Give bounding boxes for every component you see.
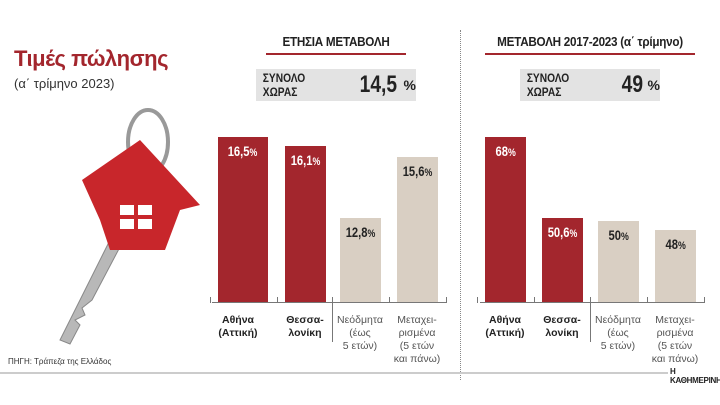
group-separator <box>332 302 333 342</box>
category-label: Μεταχει-ρισμένα (5 ετών και πάνω) <box>387 314 447 366</box>
infographic-title: Τιμές πώλησης <box>14 46 169 71</box>
axis-tick <box>590 297 591 303</box>
category-label-line: 5 ετών) <box>600 340 636 352</box>
country-total-box: ΣΥΝΟΛΟ ΧΩΡΑΣ 49% <box>520 69 660 101</box>
bar-unit: % <box>367 228 376 240</box>
bar-value-label: 12,8% <box>346 224 376 302</box>
bar: 15,6% <box>397 157 438 302</box>
bar-value-label: 48% <box>665 236 685 302</box>
axis-tick <box>704 297 705 303</box>
category-label-line: Αθήνα <box>489 314 521 326</box>
bar-value-label: 50,6% <box>548 224 578 302</box>
axis-tick <box>210 297 211 303</box>
brand-logo: Η ΚΑΘΗΜΕΡΙΝΗ <box>670 367 720 385</box>
bar: 16,1% <box>285 146 326 302</box>
bar-unit: % <box>424 167 433 179</box>
category-label: Μεταχει-ρισμένα (5 ετών και πάνω) <box>645 314 705 366</box>
bar: 48% <box>655 230 696 302</box>
footer-line <box>0 372 668 374</box>
panel-divider <box>460 30 461 380</box>
axis-tick <box>332 297 333 303</box>
category-label-line: Αθήνα <box>222 314 254 326</box>
x-axis <box>480 302 705 303</box>
axis-tick <box>647 297 648 303</box>
bar-value-label: 16,5% <box>228 143 258 302</box>
category-label-line: (5 ετών <box>657 340 693 352</box>
bar: 68% <box>485 137 526 302</box>
axis-tick <box>477 297 478 303</box>
category-label-line: Θεσσα- <box>543 314 581 326</box>
bar-value-label: 68% <box>495 143 515 302</box>
total-total-unit: % <box>647 77 660 93</box>
total-total-label: ΣΥΝΟΛΟ ΧΩΡΑΣ <box>526 71 570 99</box>
category-label-line: ρισμένα <box>656 327 694 339</box>
total-total-value: 49 <box>621 71 643 98</box>
category-label-line: Θεσσα- <box>286 314 324 326</box>
category-label-line: (5 ετών <box>399 340 435 352</box>
country-total-box: ΣΥΝΟΛΟ ΧΩΡΑΣ 14,5% <box>256 69 416 101</box>
x-axis <box>212 302 447 303</box>
axis-tick <box>446 297 447 303</box>
bar-value-label: 50% <box>608 227 628 302</box>
bar-value: 16,1 <box>290 152 313 168</box>
category-label-line: (έως <box>349 327 371 339</box>
bar: 16,5% <box>218 137 268 302</box>
group-separator <box>590 302 591 342</box>
panel-title: ΜΕΤΑΒΟΛΗ 2017-2023 (α΄ τρίμηνο) <box>497 34 683 49</box>
bar-unit: % <box>507 147 516 159</box>
panel-title-underline <box>485 53 695 55</box>
bar: 50% <box>598 221 639 302</box>
bar-unit: % <box>569 228 578 240</box>
category-label-line: λονίκη <box>545 327 579 339</box>
panel-title-underline <box>266 53 406 55</box>
category-label-line: (έως <box>607 327 629 339</box>
total-total-label: ΣΥΝΟΛΟ ΧΩΡΑΣ <box>262 71 306 99</box>
category-label: Νεόδμητα (έως 5 ετών) <box>330 314 390 353</box>
category-label: Αθήνα (Αττική) <box>475 314 535 340</box>
category-label-line: Νεόδμητα <box>595 314 641 326</box>
bar: 50,6% <box>542 218 583 302</box>
panel-title: ΕΤΗΣΙΑ ΜΕΤΑΒΟΛΗ <box>282 34 390 49</box>
total-total-unit: % <box>403 77 416 93</box>
bar-value: 12,8 <box>345 224 368 240</box>
category-label-line: Μεταχει- <box>397 314 437 326</box>
category-label-line: Νεόδμητα <box>337 314 383 326</box>
bar: 12,8% <box>340 218 381 302</box>
axis-tick <box>277 297 278 303</box>
source-note: ΠΗΓΗ: Τράπεζα της Ελλάδος <box>8 357 112 366</box>
category-label-line: λονίκη <box>288 327 322 339</box>
bar-unit: % <box>312 156 321 168</box>
category-label-line: και πάνω) <box>393 353 441 365</box>
category-label-line: Μεταχει- <box>655 314 695 326</box>
category-label: Νεόδμητα (έως 5 ετών) <box>588 314 648 353</box>
bar-unit: % <box>249 147 258 159</box>
bar-value: 50,6 <box>547 224 570 240</box>
axis-tick <box>389 297 390 303</box>
bar-value-label: 16,1% <box>291 152 321 302</box>
bar-value: 50 <box>608 227 621 243</box>
category-label: Θεσσα-λονίκη <box>532 314 592 340</box>
category-label-line: 5 ετών) <box>342 340 378 352</box>
bar-unit: % <box>677 240 686 252</box>
bar-value: 68 <box>495 143 508 159</box>
bar-unit: % <box>620 231 629 243</box>
axis-tick <box>534 297 535 303</box>
category-label-line: και πάνω) <box>651 353 699 365</box>
key-icon <box>59 140 200 345</box>
key-illustration <box>59 108 200 345</box>
category-label: Θεσσα-λονίκη <box>275 314 335 340</box>
infographic-subtitle: (α΄ τρίμηνο 2023) <box>14 76 115 91</box>
bar-value: 16,5 <box>228 143 250 159</box>
category-label-line: (Αττική) <box>485 327 525 339</box>
category-label-line: (Αττική) <box>218 327 258 339</box>
bar-value-label: 15,6% <box>403 163 433 302</box>
bar-value: 48 <box>665 236 678 252</box>
total-total-value: 14,5 <box>359 71 397 98</box>
bar-value: 15,6 <box>402 163 425 179</box>
category-label: Αθήνα (Αττική) <box>208 314 268 340</box>
category-label-line: ρισμένα <box>398 327 436 339</box>
